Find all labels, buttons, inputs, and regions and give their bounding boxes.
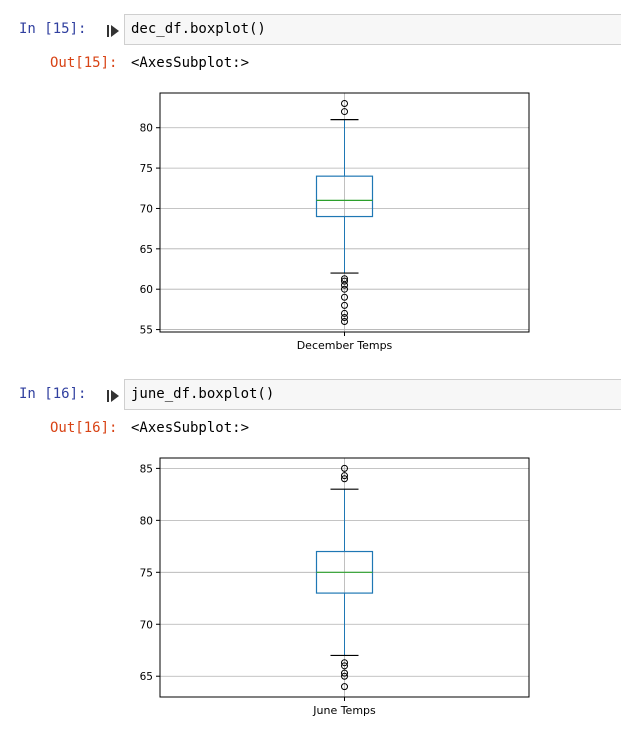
input-cell-16[interactable]: In [16]: june_df.boxplot() xyxy=(0,379,621,412)
y-tick-label: 55 xyxy=(140,325,153,337)
outlier-point xyxy=(341,277,348,285)
outlier-point xyxy=(341,659,348,667)
y-tick-label: 70 xyxy=(140,203,153,215)
outlier-point xyxy=(341,464,348,472)
outlier-point xyxy=(341,472,348,480)
output-prompt: Out[16]: xyxy=(50,420,118,436)
y-tick-label: 60 xyxy=(140,284,153,296)
output-text: <AxesSubplot:> xyxy=(131,420,250,436)
run-cell-icon[interactable] xyxy=(107,389,119,403)
y-tick-label: 80 xyxy=(140,123,153,135)
y-tick-label: 75 xyxy=(140,567,153,579)
y-tick-label: 85 xyxy=(140,463,153,475)
outlier-point xyxy=(341,301,348,309)
outlier-point xyxy=(341,672,348,680)
outlier-point xyxy=(341,309,348,317)
outlier-point xyxy=(341,683,348,691)
y-tick-label: 65 xyxy=(140,671,153,683)
y-tick-label: 70 xyxy=(140,619,153,631)
y-tick-label: 80 xyxy=(140,515,153,527)
run-cell-icon[interactable] xyxy=(107,24,119,38)
input-prompt: In [16]: xyxy=(19,386,87,402)
outlier-point xyxy=(341,313,348,321)
y-tick-label: 65 xyxy=(140,244,153,256)
code-text[interactable]: june_df.boxplot() xyxy=(131,386,275,402)
outlier-point xyxy=(341,108,348,116)
output-text: <AxesSubplot:> xyxy=(131,55,250,71)
outlier-point xyxy=(341,662,348,670)
outlier-point xyxy=(341,318,348,326)
outlier-point xyxy=(341,475,348,483)
input-cell-15[interactable]: In [15]: dec_df.boxplot() xyxy=(0,14,621,47)
iqr-box xyxy=(315,175,374,218)
december-boxplot: 55 60 65 70 75 80 December Temps xyxy=(140,92,530,352)
outlier-point xyxy=(341,293,348,301)
input-prompt: In [15]: xyxy=(19,21,87,37)
june-boxplot: 65 70 75 80 85 June Temps xyxy=(140,457,530,717)
code-editor[interactable]: dec_df.boxplot() xyxy=(124,14,621,45)
outlier-point xyxy=(341,99,348,107)
y-tick-label: 75 xyxy=(140,163,153,175)
outlier-point xyxy=(341,669,348,677)
x-tick-label: December Temps xyxy=(297,339,393,352)
outlier-point xyxy=(341,285,348,293)
x-tick-label: June Temps xyxy=(312,704,376,717)
outlier-point xyxy=(341,275,348,283)
code-text[interactable]: dec_df.boxplot() xyxy=(131,21,266,37)
output-prompt: Out[15]: xyxy=(50,55,118,71)
code-editor[interactable]: june_df.boxplot() xyxy=(124,379,621,410)
